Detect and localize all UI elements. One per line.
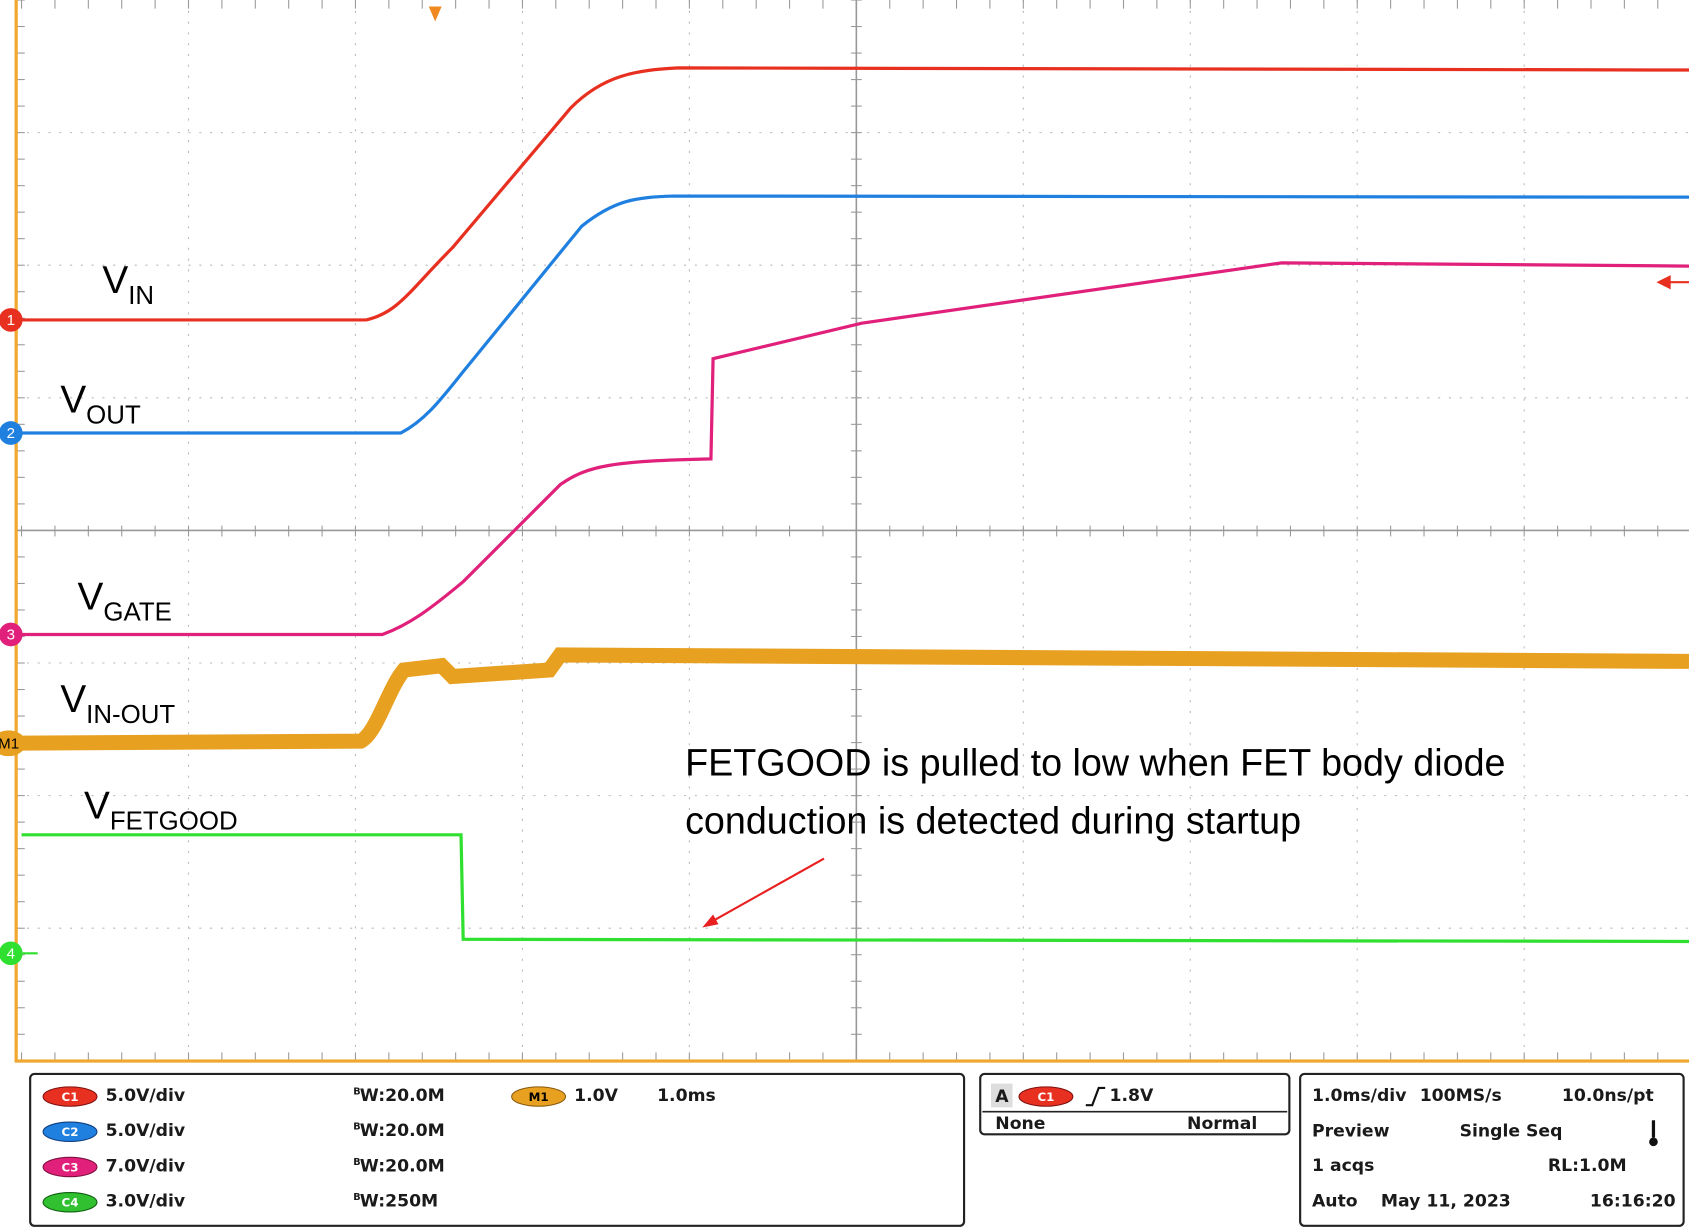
label-sub: GATE bbox=[103, 598, 171, 626]
label-main: V bbox=[60, 379, 86, 422]
acq-count: 1 acqs bbox=[1312, 1156, 1374, 1176]
badge bbox=[511, 1086, 567, 1107]
vgate-trace bbox=[21, 261, 1689, 637]
vout-trace bbox=[21, 194, 1689, 435]
plot-border bbox=[14, 0, 1689, 1063]
marker-label: 1 bbox=[7, 312, 15, 329]
channel-panel bbox=[29, 1072, 966, 1227]
math-volts: 1.0V bbox=[574, 1086, 619, 1106]
bw-prefix: B bbox=[353, 1157, 360, 1168]
trace-label: VFETGOOD bbox=[84, 785, 238, 836]
trace-label: VIN-OUT bbox=[60, 678, 175, 729]
badge bbox=[1018, 1086, 1074, 1107]
bw-prefix: B bbox=[353, 1122, 360, 1133]
arrow-head bbox=[702, 914, 719, 928]
ref-arrow bbox=[1656, 275, 1689, 290]
badge-text: C1 bbox=[1037, 1090, 1054, 1104]
badge-text: C2 bbox=[62, 1125, 79, 1139]
label-main: V bbox=[102, 259, 128, 302]
thermometer-bulb bbox=[1649, 1137, 1658, 1147]
trigger-position bbox=[428, 6, 442, 22]
badge-text: M1 bbox=[529, 1090, 549, 1104]
vfetgood-trace bbox=[21, 833, 1689, 944]
badge-text: C4 bbox=[62, 1196, 79, 1210]
trigger-coupling: None bbox=[995, 1114, 1045, 1134]
label-main: V bbox=[78, 576, 104, 619]
badge bbox=[42, 1121, 98, 1143]
marker bbox=[0, 622, 23, 647]
resolution: 10.0ns/pt bbox=[1562, 1086, 1654, 1106]
marker-label: 3 bbox=[7, 627, 15, 644]
marker-label: 4 bbox=[7, 945, 15, 962]
marker bbox=[0, 941, 23, 966]
bw-prefix: B bbox=[353, 1192, 360, 1203]
timebase: 1.0ms/div bbox=[1312, 1086, 1406, 1106]
bandwidth: W:250M bbox=[360, 1192, 438, 1212]
bandwidth: W:20.0M bbox=[360, 1156, 445, 1176]
math-time: 1.0ms bbox=[657, 1086, 716, 1106]
badge bbox=[42, 1086, 98, 1107]
math-trace bbox=[0, 647, 1689, 751]
bandwidth: W:20.0M bbox=[360, 1086, 445, 1106]
label-sub: OUT bbox=[86, 401, 141, 429]
marker-label: M1 bbox=[0, 735, 19, 752]
marker bbox=[0, 730, 26, 757]
label-sub: FETGOOD bbox=[110, 807, 238, 835]
bandwidth: W:20.0M bbox=[360, 1121, 445, 1141]
channel-markers: 1 2 3 M1 4 bbox=[0, 308, 38, 966]
label-main: V bbox=[84, 785, 110, 828]
date: May 11, 2023 bbox=[1381, 1191, 1511, 1211]
trigger-level: 1.8V bbox=[1109, 1086, 1154, 1106]
record-length: RL:1.0M bbox=[1548, 1156, 1627, 1176]
badge bbox=[42, 1156, 98, 1178]
marker-label: 2 bbox=[7, 425, 15, 442]
channel-scale: 5.0V/div bbox=[106, 1086, 186, 1106]
trigger-mode: Normal bbox=[1187, 1114, 1257, 1134]
channel-scale: 7.0V/div bbox=[106, 1156, 186, 1176]
view: Preview bbox=[1312, 1121, 1390, 1141]
label-sub: IN bbox=[128, 282, 154, 310]
marker bbox=[0, 421, 23, 445]
sample-rate: 100MS/s bbox=[1420, 1086, 1502, 1106]
trigger-source: A bbox=[995, 1087, 1009, 1107]
badge bbox=[42, 1192, 98, 1213]
trace-label: VGATE bbox=[78, 576, 172, 627]
time: 16:16:20 bbox=[1590, 1191, 1676, 1211]
trigger-mode: Auto bbox=[1312, 1191, 1358, 1211]
annotation-line: FETGOOD is pulled to low when FET body d… bbox=[685, 742, 1505, 784]
edge-icon bbox=[1085, 1086, 1106, 1107]
source-box bbox=[990, 1083, 1013, 1108]
run-mode: Single Seq bbox=[1460, 1121, 1563, 1141]
channel-scale: 3.0V/div bbox=[106, 1192, 186, 1212]
badge-text: C3 bbox=[62, 1160, 79, 1174]
annotation-line: conduction is detected during startup bbox=[685, 800, 1301, 842]
label-sub: IN-OUT bbox=[86, 701, 175, 729]
marker bbox=[0, 308, 23, 332]
trace-label: VOUT bbox=[60, 379, 141, 430]
annotation-arrow bbox=[710, 857, 825, 924]
vin-trace bbox=[21, 66, 1689, 322]
channel-scale: 5.0V/div bbox=[106, 1121, 186, 1141]
bw-prefix: B bbox=[353, 1086, 360, 1097]
acquisition-panel bbox=[1299, 1072, 1685, 1227]
label-main: V bbox=[60, 678, 86, 721]
badge-text: C1 bbox=[62, 1090, 79, 1104]
trace-label: VIN bbox=[102, 259, 154, 310]
